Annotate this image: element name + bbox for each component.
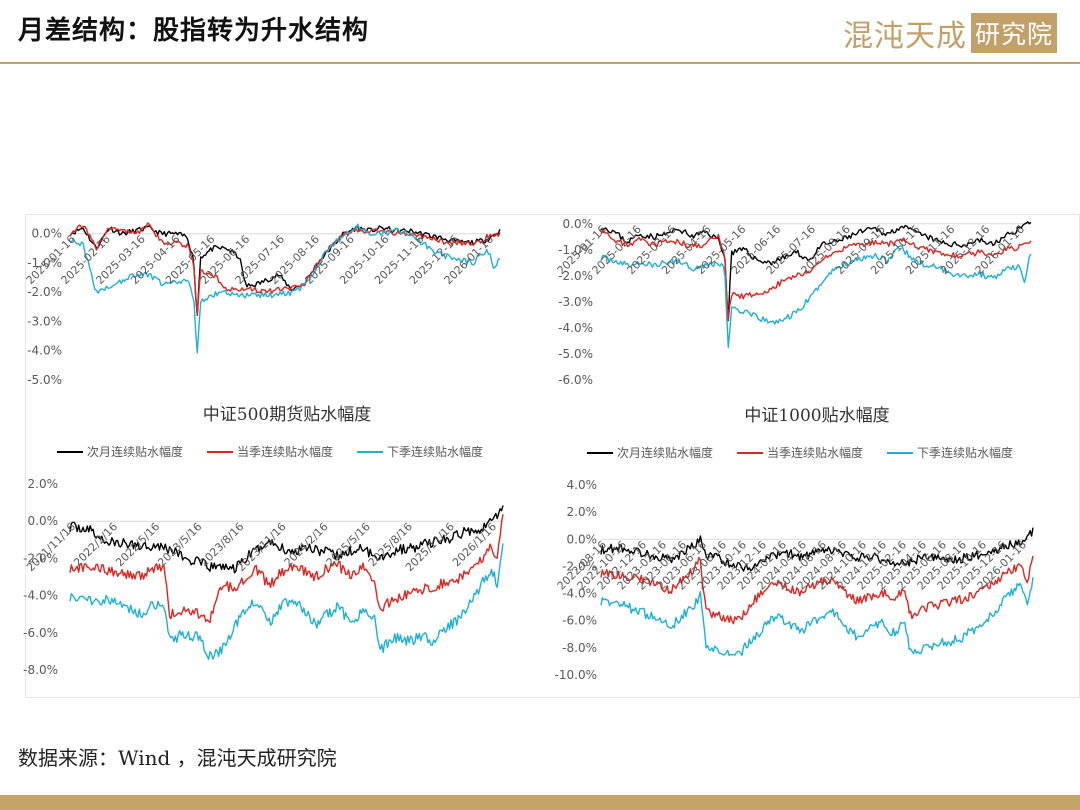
y-tick-label: -5.0% bbox=[558, 347, 593, 361]
y-tick-label: -4.0% bbox=[23, 589, 58, 603]
y-tick-label: 0.0% bbox=[32, 227, 63, 241]
series-line bbox=[600, 555, 1034, 625]
series-line bbox=[600, 221, 1032, 322]
legend-label: 次月连续贴水幅度 bbox=[617, 445, 713, 460]
y-tick-label: 0.0% bbox=[567, 532, 598, 546]
y-tick-label: -4.0% bbox=[27, 344, 62, 358]
y-tick-label: 0.0% bbox=[563, 217, 594, 231]
series-line bbox=[69, 514, 504, 624]
y-tick-label: 4.0% bbox=[567, 478, 598, 492]
y-tick-label: -1.0% bbox=[558, 243, 593, 257]
series-line bbox=[69, 225, 501, 317]
y-tick-label: -4.0% bbox=[562, 587, 597, 601]
chart-title: 中证1000贴水幅度 bbox=[744, 406, 889, 426]
page-title: 月差结构：股指转为升水结构 bbox=[18, 16, 370, 46]
chart-top-right: 0.0%-1.0%-2.0%-3.0%-4.0%-5.0%-6.0%2025-0… bbox=[555, 217, 1032, 387]
y-tick-label: 0.0% bbox=[28, 514, 59, 528]
x-tick-label: 2025/5/16 bbox=[324, 520, 373, 569]
series-line bbox=[69, 223, 501, 354]
series-line bbox=[69, 543, 504, 661]
y-tick-label: -6.0% bbox=[23, 626, 58, 640]
y-tick-label: 2.0% bbox=[28, 477, 59, 491]
y-tick-label: -8.0% bbox=[562, 641, 597, 655]
y-tick-label: -2.0% bbox=[558, 269, 593, 283]
series-line bbox=[69, 222, 501, 316]
series-line bbox=[600, 577, 1034, 657]
y-tick-label: -2.0% bbox=[27, 285, 62, 299]
series-line bbox=[600, 527, 1034, 572]
legend-label: 下季连续贴水幅度 bbox=[387, 444, 483, 459]
legend-label: 当季连续贴水幅度 bbox=[237, 444, 333, 459]
chart-title: 中证500期货贴水幅度 bbox=[203, 405, 371, 425]
header-divider bbox=[0, 62, 1080, 64]
x-tick-label: 2024/2/16 bbox=[282, 520, 331, 569]
y-tick-label: -10.0% bbox=[555, 668, 597, 682]
logo-text-main: 混沌天成 bbox=[843, 19, 967, 54]
x-tick-label: 2021/11/16 bbox=[24, 520, 78, 574]
series-line bbox=[69, 505, 504, 574]
series-line bbox=[600, 229, 1032, 321]
x-tick-label: 2026/1/16 bbox=[450, 520, 499, 569]
legend-label: 次月连续贴水幅度 bbox=[87, 444, 183, 459]
company-logo: 混沌天成 研究院 bbox=[843, 12, 1058, 54]
footer-bar bbox=[0, 795, 1080, 810]
y-tick-label: -5.0% bbox=[27, 373, 62, 387]
y-tick-label: -4.0% bbox=[558, 321, 593, 335]
legend-label: 下季连续贴水幅度 bbox=[917, 445, 1013, 460]
x-tick-label: 2023/5/16 bbox=[155, 520, 204, 569]
y-tick-label: 2.0% bbox=[567, 505, 598, 519]
y-tick-label: -3.0% bbox=[27, 314, 62, 328]
data-source-note: 数据来源：Wind ，混沌天成研究院 bbox=[18, 746, 337, 770]
y-tick-label: -3.0% bbox=[558, 295, 593, 309]
y-tick-label: -2.0% bbox=[562, 559, 597, 573]
y-tick-label: -6.0% bbox=[562, 614, 597, 628]
y-tick-label: -6.0% bbox=[558, 373, 593, 387]
y-tick-label: -1.0% bbox=[27, 256, 62, 270]
legend-label: 当季连续贴水幅度 bbox=[767, 445, 863, 460]
logo-text-badge: 研究院 bbox=[971, 13, 1058, 53]
y-tick-label: -8.0% bbox=[23, 663, 58, 677]
chart-top-left: 0.0%-1.0%-2.0%-3.0%-4.0%-5.0%2025-01-162… bbox=[24, 222, 501, 387]
series-line bbox=[600, 245, 1032, 349]
x-tick-label: 2022/5/16 bbox=[113, 520, 162, 569]
y-tick-label: -2.0% bbox=[23, 551, 58, 565]
